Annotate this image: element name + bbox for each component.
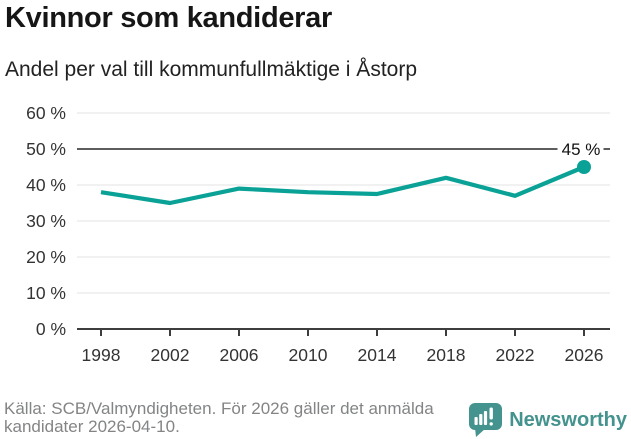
x-tick-label: 1998 [82, 345, 121, 365]
last-data-point [577, 160, 591, 174]
last-value-label: 45 % [562, 140, 601, 159]
chart-subtitle: Andel per val till kommunfullmäktige i Å… [5, 58, 418, 81]
data-line [100, 165, 585, 206]
line-chart: 0 % 10 % 20 % 30 % 40 % 50 % 60 % 1998 2002 2006 2… [26, 103, 610, 365]
x-tick-label: 2026 [565, 345, 604, 365]
y-tick-label: 20 % [26, 247, 66, 267]
x-tick-label: 2010 [289, 345, 328, 365]
source-note: Källa: SCB/Valmyndigheten. För 2026 gäll… [4, 399, 434, 436]
x-tick-label: 2002 [151, 345, 190, 365]
x-tick-label: 2018 [427, 345, 466, 365]
newsworthy-chart-bubble-icon [469, 403, 503, 437]
x-tick-label: 2014 [358, 345, 397, 365]
x-tick-label: 2022 [496, 345, 535, 365]
newsworthy-wordmark: Newsworthy [509, 409, 627, 431]
x-tick-label: 2006 [220, 345, 259, 365]
y-tick-label: 30 % [26, 211, 66, 231]
chart-title: Kvinnor som kandiderar [5, 2, 332, 34]
annotation-backdrop [557, 138, 604, 160]
newsworthy-logo: Newsworthy [469, 403, 627, 438]
y-tick-label: 0 % [36, 319, 66, 339]
y-tick-label: 50 % [26, 139, 66, 159]
y-tick-label: 60 % [26, 103, 66, 123]
y-tick-label: 40 % [26, 175, 66, 195]
y-tick-label: 10 % [26, 283, 66, 303]
